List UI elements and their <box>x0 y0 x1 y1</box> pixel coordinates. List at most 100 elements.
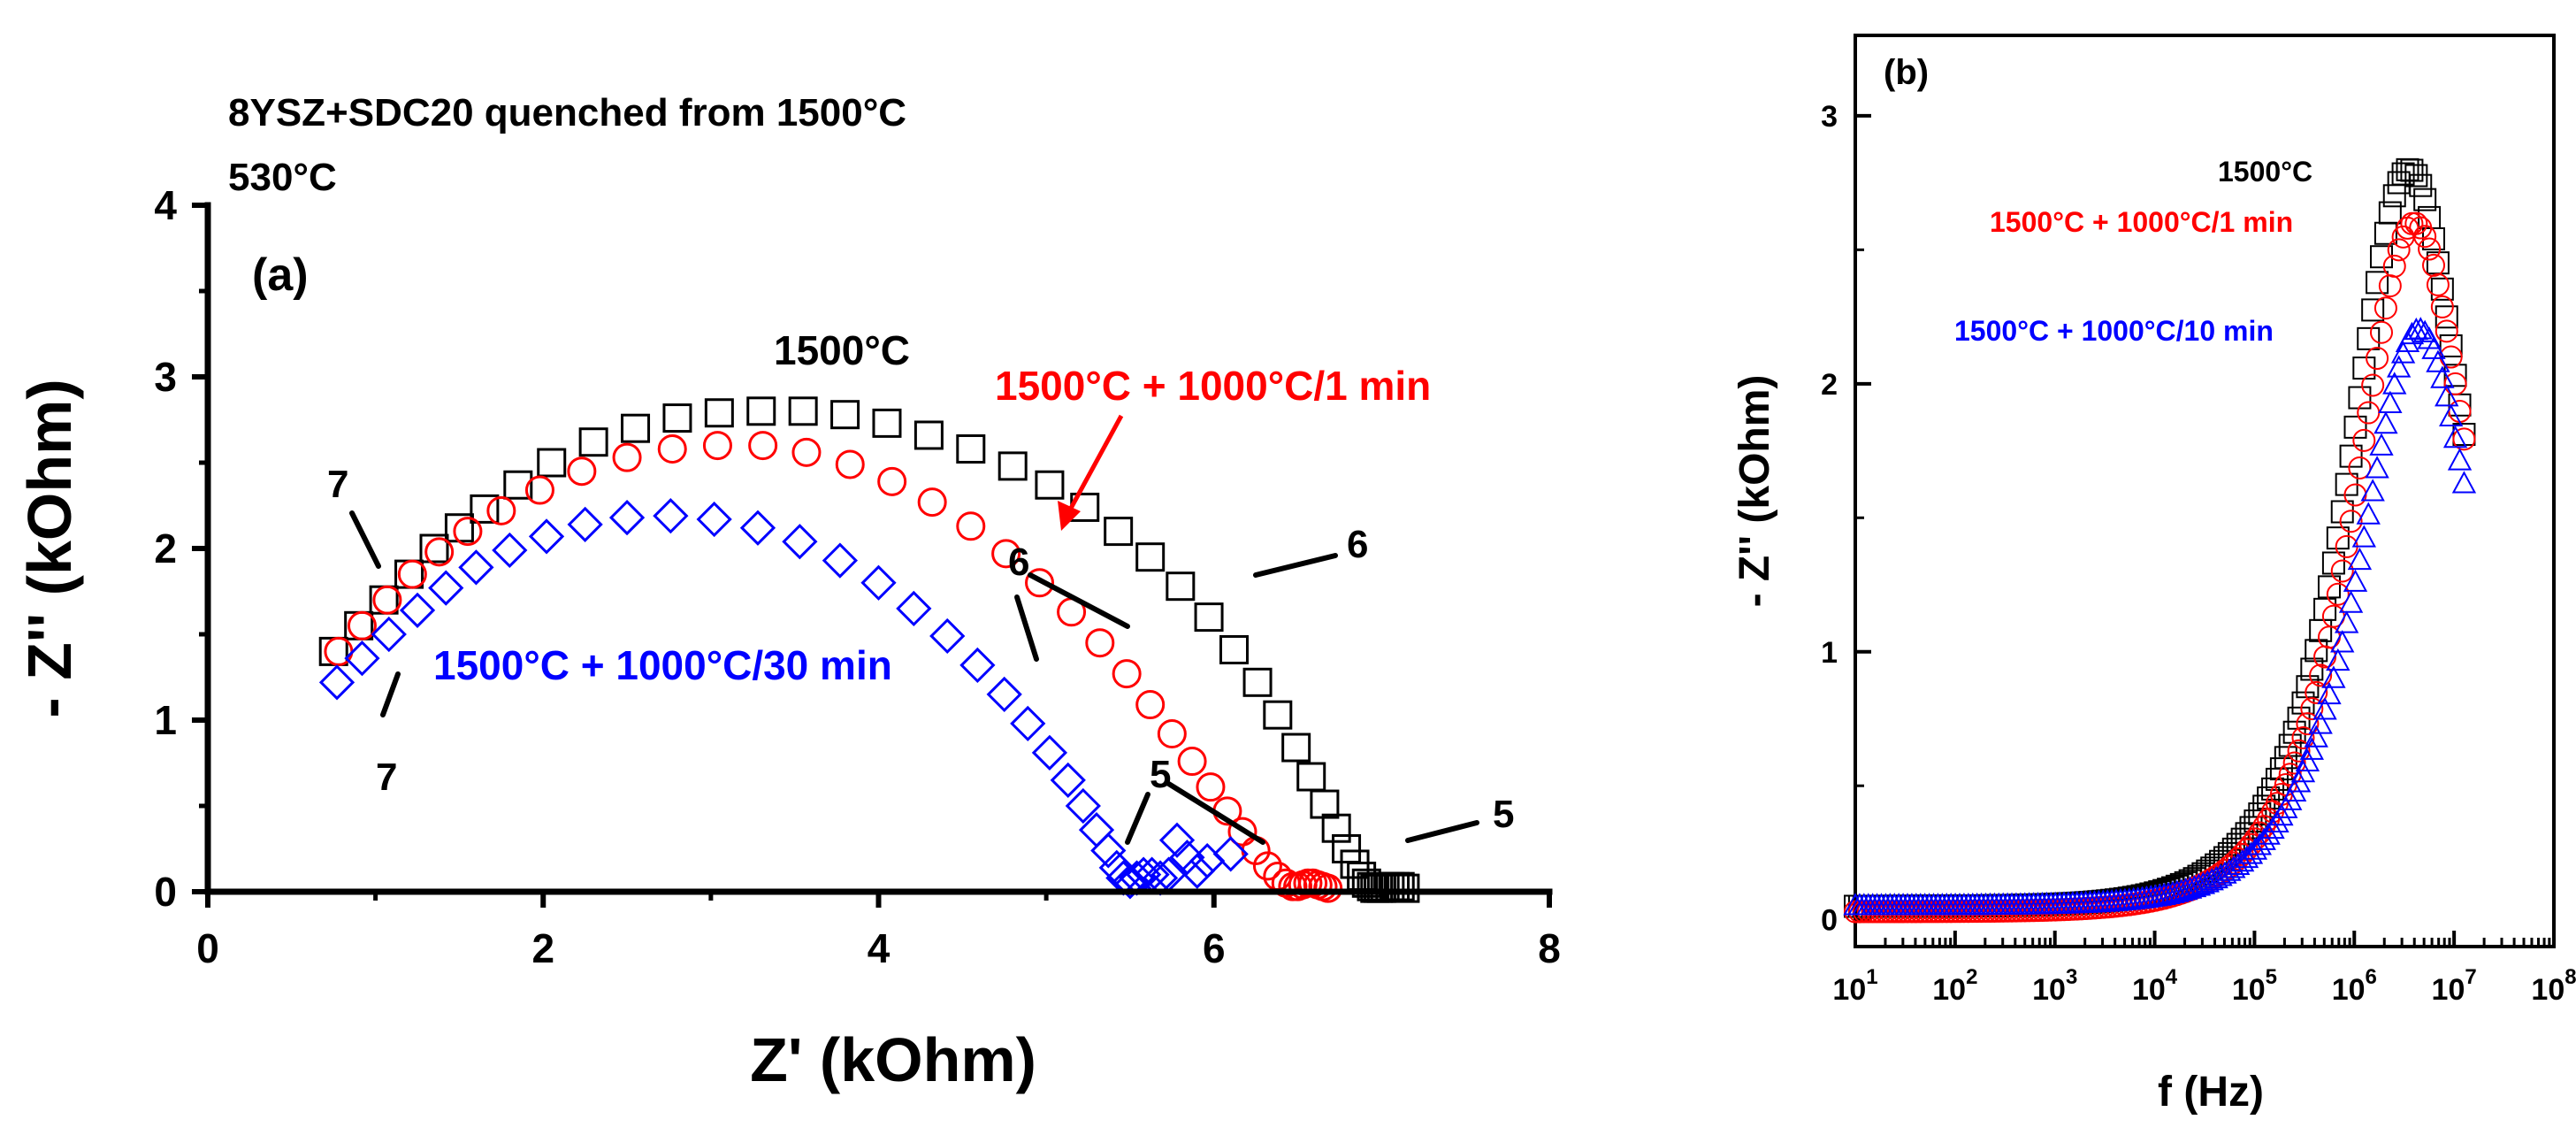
b-xtick-label: 104 <box>2132 965 2178 1007</box>
b-point-circle <box>2352 428 2376 452</box>
a-point-square <box>537 448 567 478</box>
a-point-diamond <box>860 564 897 601</box>
b-point-square <box>2321 551 2345 575</box>
b-point-circle <box>2366 346 2389 370</box>
leader-7-lower <box>380 671 401 717</box>
a-point-circle <box>372 585 402 615</box>
b-point-triangle <box>2438 403 2464 427</box>
b-xtick-label: 107 <box>2432 965 2477 1007</box>
b-point-triangle <box>2338 590 2364 613</box>
b-point-circle <box>2309 663 2333 687</box>
annotation-number-7-upper: 7 <box>327 463 348 506</box>
a-point-circle <box>1157 719 1187 749</box>
b-point-triangle <box>2360 479 2385 502</box>
b-point-square <box>2409 173 2433 197</box>
a-point-diamond <box>1090 832 1127 869</box>
b-point-triangle <box>2351 525 2377 548</box>
a-point-circle <box>956 511 986 541</box>
b-point-triangle <box>2229 848 2255 872</box>
a-point-diamond <box>1031 734 1068 771</box>
leader-5-red <box>1165 780 1265 845</box>
a-ytick-label: 1 <box>154 697 177 743</box>
b-point-triangle <box>2226 852 2251 876</box>
a-point-diamond <box>1050 762 1086 799</box>
b-point-square <box>2357 326 2381 350</box>
b-point-circle <box>2378 274 2402 298</box>
b-xtick-label: 106 <box>2332 965 2377 1007</box>
leader-7-upper <box>349 510 381 569</box>
a-series-diamond <box>318 498 1249 900</box>
a-point-square <box>578 427 608 457</box>
b-point-triangle <box>2426 349 2450 372</box>
a-point-circle <box>877 466 907 496</box>
a-point-circle <box>1252 851 1282 881</box>
panel-a-subtitle: 530°C <box>228 156 337 199</box>
b-ytick-label: 2 <box>1821 368 1838 402</box>
a-point-circle <box>424 537 455 567</box>
b-point-triangle <box>2290 759 2316 783</box>
a-point-square <box>704 398 734 428</box>
a-point-diamond <box>371 616 407 653</box>
a-point-square <box>1281 732 1311 763</box>
b-point-triangle <box>2451 471 2477 494</box>
b-point-square <box>2343 415 2367 439</box>
annotation-red-arrow <box>1058 414 1124 531</box>
b-point-square <box>2378 201 2402 225</box>
panel-a-label: (a) <box>252 249 309 301</box>
b-point-triangle <box>2312 697 2337 720</box>
a-ytick-label: 4 <box>154 182 177 228</box>
annotation-number-5-right: 5 <box>1493 793 1514 836</box>
a-point-circle <box>453 517 483 547</box>
b-point-square <box>2391 162 2415 186</box>
b-point-triangle <box>2199 868 2224 891</box>
a-point-diamond <box>1010 705 1046 742</box>
a-point-circle <box>1177 747 1207 777</box>
b-xtick-label: 101 <box>1832 965 1877 1007</box>
a-point-circle <box>612 442 642 472</box>
b-point-triangle <box>2321 665 2346 688</box>
a-point-diamond <box>959 647 996 684</box>
a-point-circle <box>1135 690 1166 720</box>
a-xtick-label: 4 <box>868 925 891 971</box>
a-point-diamond <box>739 510 776 546</box>
a-point-square <box>1104 517 1134 547</box>
b-point-square <box>2439 334 2463 357</box>
b-point-square <box>2317 575 2341 599</box>
b-point-triangle <box>2299 737 2324 760</box>
b-point-square <box>2361 298 2385 322</box>
a-point-square <box>1219 634 1250 664</box>
a-point-square <box>1310 789 1340 819</box>
b-xtick-label: 108 <box>2531 965 2576 1007</box>
a-point-diamond <box>344 640 380 677</box>
b-point-square <box>2413 188 2437 211</box>
b-xtick-label: 102 <box>1932 965 1977 1007</box>
a-point-diamond <box>608 499 646 536</box>
panel-b-x-label: f (Hz) <box>2158 1069 2264 1116</box>
a-ytick-label: 0 <box>154 869 177 915</box>
a-point-diamond <box>1212 836 1249 872</box>
a-point-square <box>746 396 776 426</box>
annotation-label-30min: 1500°C + 1000°C/30 min <box>433 642 892 688</box>
b-point-circle <box>2443 372 2467 395</box>
a-point-circle <box>835 449 865 479</box>
b-point-triangle <box>2373 410 2398 434</box>
panel-a-title: 8YSZ+SDC20 quenched from 1500°C <box>228 91 906 134</box>
a-point-circle <box>524 475 554 505</box>
b-point-circle <box>2448 400 2472 424</box>
a-point-circle <box>991 539 1021 569</box>
b-point-triangle <box>2442 425 2468 449</box>
a-point-diamond <box>782 524 818 560</box>
b-point-circle <box>2373 296 2397 320</box>
b-point-circle <box>2296 712 2320 736</box>
b-point-square <box>2313 597 2337 621</box>
annotation-label-1min: 1500°C + 1000°C/1 min <box>995 363 1431 409</box>
a-point-diamond <box>896 590 932 627</box>
b-xtick-label: 103 <box>2032 965 2077 1007</box>
b-point-circle <box>2369 320 2393 344</box>
b-point-triangle <box>2330 630 2355 653</box>
b-point-circle <box>2404 211 2428 235</box>
a-point-diamond <box>653 498 689 534</box>
legend-1500c: 1500°C <box>2218 156 2312 188</box>
